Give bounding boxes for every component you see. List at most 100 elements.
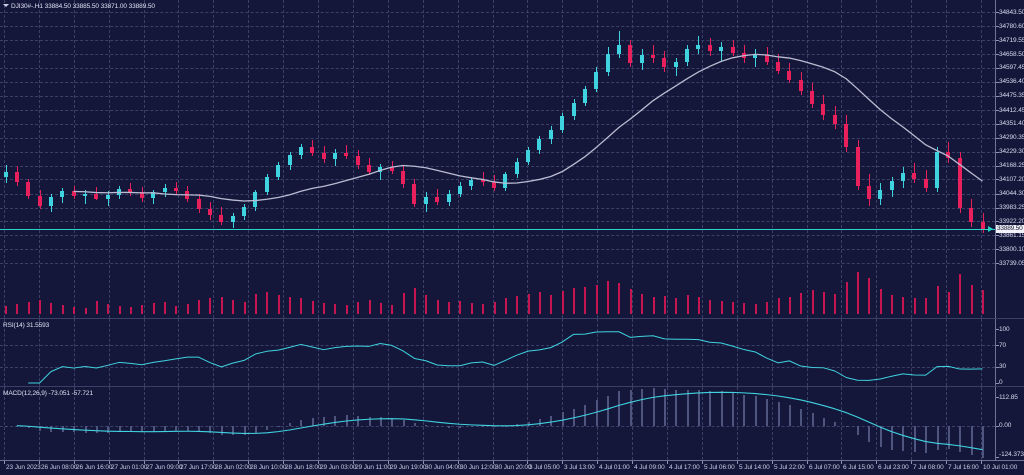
macd-histogram-bar [538, 418, 541, 426]
time-axis[interactable]: 23 Jun 2023 26 Jun 08:00 26 Jun 16:00 27 Ju… [0, 460, 1024, 475]
price-gridline [0, 207, 995, 209]
candle-wick [96, 186, 98, 201]
time-gridline [876, 387, 877, 460]
macd-histogram-bar [220, 425, 223, 435]
price-plot-area[interactable] [0, 0, 995, 318]
candle-wick [346, 144, 348, 160]
candle-body [514, 161, 519, 175]
candle-body [719, 46, 724, 52]
volume-bar [675, 298, 678, 314]
rsi-panel[interactable]: 100 70 30 0 RSI(14) 31.5593 [0, 318, 1024, 386]
macd-histogram-bar [175, 425, 178, 431]
current-price-line [0, 228, 995, 230]
candle-body [832, 115, 837, 125]
macd-histogram-bar [198, 425, 201, 433]
macd-histogram-bar [970, 425, 973, 455]
candle-body [878, 190, 883, 200]
price-axis-label: 33739.05 [999, 259, 1024, 267]
rsi-axis[interactable]: 100 70 30 0 [995, 319, 1024, 386]
candle-body [866, 185, 871, 200]
macd-axis[interactable]: 112.85 0.00 -124.373 [995, 387, 1024, 460]
candle-body [548, 129, 553, 139]
macd-histogram-bar [436, 425, 439, 428]
volume-bar [186, 303, 189, 314]
volume-bar [470, 303, 473, 314]
macd-histogram-bar [845, 425, 848, 428]
time-axis-tick [562, 461, 563, 464]
price-chart-panel[interactable]: 34843.50 34780.60 34719.55 34658.50 34597.45… [0, 0, 1024, 318]
macd-histogram-bar [311, 417, 314, 426]
moving-average-line [73, 53, 983, 202]
macd-histogram-bar [5, 425, 7, 427]
price-axis-tick [996, 165, 999, 167]
macd-histogram-bar [413, 423, 416, 426]
volume-bar [220, 296, 223, 314]
volume-bar [959, 273, 962, 314]
candle-body [798, 79, 803, 92]
candle-body [628, 44, 633, 63]
time-axis-tick [353, 461, 354, 464]
candle-wick [482, 171, 484, 186]
price-axis-label: 34658.50 [999, 50, 1024, 58]
volume-bar [175, 305, 178, 314]
volume-bar [289, 296, 291, 314]
time-axis-tick [737, 461, 738, 464]
time-axis-label: 5 Jul 22:00 [774, 464, 805, 471]
time-gridline [4, 387, 5, 460]
candle-wick [85, 190, 87, 204]
time-gridline [144, 0, 145, 318]
rsi-axis-label: 70 [999, 341, 1007, 349]
volume-bar [448, 302, 451, 314]
candle-body [651, 54, 656, 59]
time-gridline [632, 319, 633, 386]
volume-bar [391, 304, 394, 314]
macd-histogram-bar [516, 424, 519, 426]
macd-plot-area[interactable] [0, 387, 995, 460]
candle-body [389, 167, 394, 171]
time-axis-label: 6 Jul 23:00 [878, 464, 909, 471]
candle-body [685, 49, 690, 62]
volume-bar [925, 298, 928, 314]
volume-bar [618, 282, 621, 314]
volume-bar [754, 303, 757, 314]
price-axis[interactable]: 34843.50 34780.60 34719.55 34658.50 34597.45… [995, 0, 1024, 318]
volume-bar [39, 300, 42, 314]
candle-body [912, 173, 917, 179]
macd-histogram-bar [300, 420, 303, 426]
time-axis-tick [807, 461, 808, 464]
time-axis-label: 30 Jun 12:00 [460, 464, 497, 471]
macd-histogram-bar [766, 398, 769, 426]
time-gridline [458, 319, 459, 386]
time-axis-tick [74, 461, 75, 464]
candle-body [844, 124, 849, 147]
rsi-plot-area[interactable] [0, 319, 995, 386]
macd-histogram-bar [697, 389, 700, 426]
time-gridline [597, 319, 598, 386]
time-gridline [248, 0, 249, 318]
macd-histogram-bar [800, 408, 803, 426]
macd-histogram-bar [470, 425, 473, 428]
candle-body [253, 192, 258, 208]
time-gridline [841, 0, 842, 318]
candle-body [787, 70, 792, 80]
price-axis-tick [996, 26, 999, 28]
time-axis-label: 3 Jul 05:00 [529, 464, 560, 471]
candle-body [332, 152, 337, 160]
volume-bar [50, 303, 53, 314]
macd-histogram-bar [788, 404, 791, 426]
volume-bar [913, 297, 916, 314]
time-axis-tick [981, 461, 982, 464]
chevron-down-icon[interactable] [3, 4, 9, 7]
time-axis-tick [39, 461, 40, 464]
candle-body [423, 196, 428, 204]
price-axis-tick [996, 67, 999, 69]
volume-bar [425, 294, 428, 314]
macd-histogram-bar [947, 425, 950, 449]
macd-panel[interactable]: 112.85 0.00 -124.373 MACD(12,26,9) -73.051… [0, 386, 1024, 460]
time-axis-tick [911, 461, 912, 464]
macd-histogram-bar [254, 425, 257, 434]
time-axis-label: 7 Jul 16:00 [948, 464, 979, 471]
time-axis-label: 29 Jun 11:00 [355, 464, 391, 471]
volume-bar [902, 296, 905, 314]
volume-bar [232, 300, 235, 314]
